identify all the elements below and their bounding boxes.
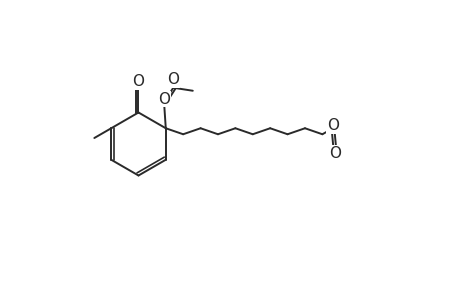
Text: O: O	[326, 118, 338, 133]
Text: O: O	[328, 146, 340, 161]
Text: O: O	[132, 74, 144, 89]
Text: O: O	[167, 72, 179, 87]
Text: O: O	[158, 92, 170, 106]
